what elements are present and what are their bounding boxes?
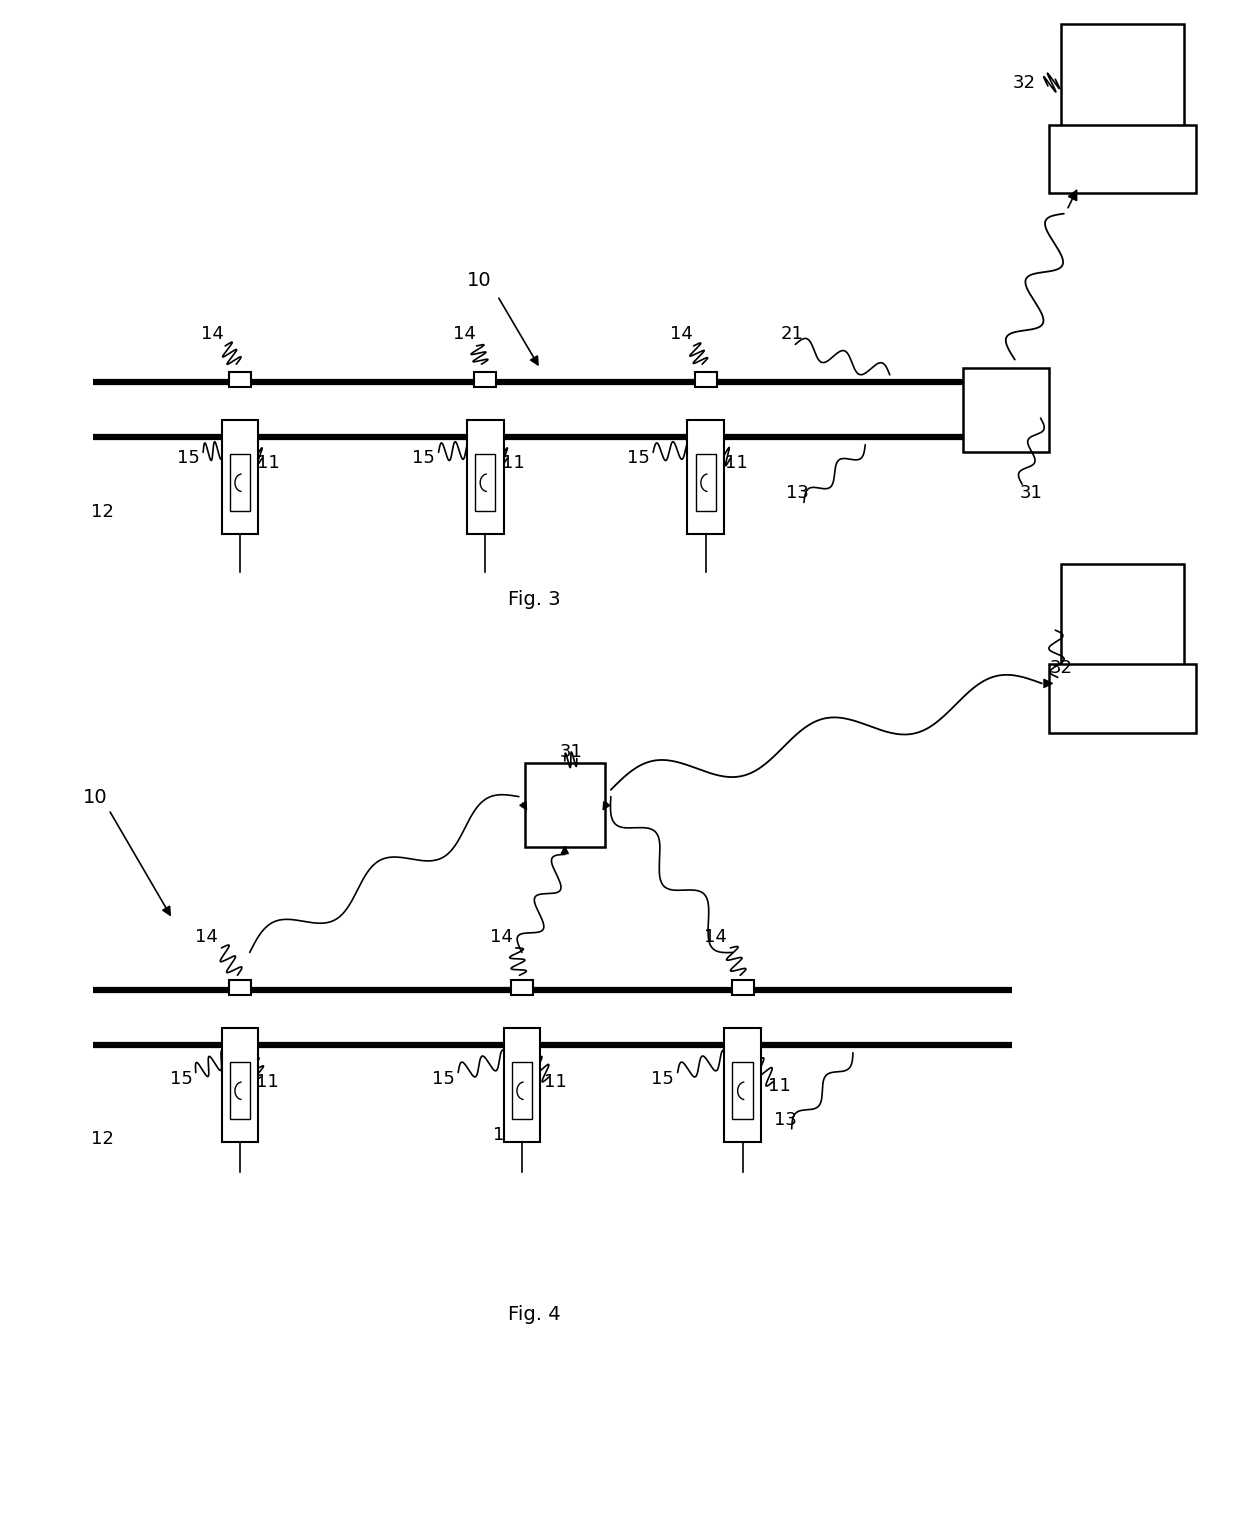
Bar <box>474 371 496 387</box>
Bar <box>511 980 533 996</box>
Bar <box>503 1028 541 1143</box>
Bar <box>475 454 495 511</box>
Text: 15: 15 <box>432 1069 455 1088</box>
Bar <box>512 1062 532 1120</box>
Text: Fig. 3: Fig. 3 <box>508 591 560 609</box>
Text: 14: 14 <box>704 928 727 946</box>
Text: 12: 12 <box>92 503 114 520</box>
Text: 121: 121 <box>467 508 502 525</box>
Text: 13: 13 <box>774 1111 797 1129</box>
Text: 32: 32 <box>1050 660 1073 676</box>
Text: 121: 121 <box>221 1126 254 1144</box>
Bar <box>229 980 250 996</box>
Text: 15: 15 <box>651 1069 675 1088</box>
Bar <box>525 764 605 847</box>
Text: 14: 14 <box>453 325 476 342</box>
Bar <box>222 1028 258 1143</box>
Text: 15: 15 <box>627 449 650 468</box>
Bar <box>724 1028 761 1143</box>
Bar <box>229 371 250 387</box>
Text: 11: 11 <box>543 1072 567 1091</box>
Bar <box>963 368 1049 451</box>
Bar <box>1061 25 1184 138</box>
Text: 14: 14 <box>490 928 512 946</box>
Bar <box>222 420 258 534</box>
Bar <box>732 980 754 996</box>
Text: 121: 121 <box>492 1126 527 1144</box>
Text: 11: 11 <box>502 454 525 472</box>
Text: 21: 21 <box>780 325 804 342</box>
Text: 15: 15 <box>177 449 200 468</box>
Text: 11: 11 <box>725 454 748 472</box>
Text: Fig. 4: Fig. 4 <box>508 1305 560 1324</box>
Text: 11: 11 <box>768 1077 791 1095</box>
Text: 14: 14 <box>196 928 218 946</box>
Text: 11: 11 <box>255 1072 278 1091</box>
Bar <box>687 420 724 534</box>
Bar <box>696 454 715 511</box>
Bar <box>93 991 1012 1045</box>
Text: 10: 10 <box>83 788 108 807</box>
Bar <box>229 1062 250 1120</box>
Bar <box>1061 565 1184 678</box>
Bar <box>1049 664 1197 733</box>
Text: 121: 121 <box>221 508 254 525</box>
Text: 14: 14 <box>201 325 224 342</box>
Text: 15: 15 <box>413 449 435 468</box>
Bar <box>93 382 926 437</box>
Text: 32: 32 <box>1013 74 1037 92</box>
Text: 31: 31 <box>1019 485 1042 502</box>
Text: 11: 11 <box>257 454 279 472</box>
Text: 13: 13 <box>786 485 810 502</box>
Bar <box>466 420 503 534</box>
Text: 31: 31 <box>559 742 583 761</box>
Text: 12: 12 <box>92 1131 114 1149</box>
Text: 14: 14 <box>670 325 693 342</box>
Bar <box>229 454 250 511</box>
Bar <box>733 1062 753 1120</box>
Text: 10: 10 <box>466 272 491 290</box>
Bar <box>1049 124 1197 193</box>
Bar <box>694 371 717 387</box>
Text: 15: 15 <box>170 1069 192 1088</box>
